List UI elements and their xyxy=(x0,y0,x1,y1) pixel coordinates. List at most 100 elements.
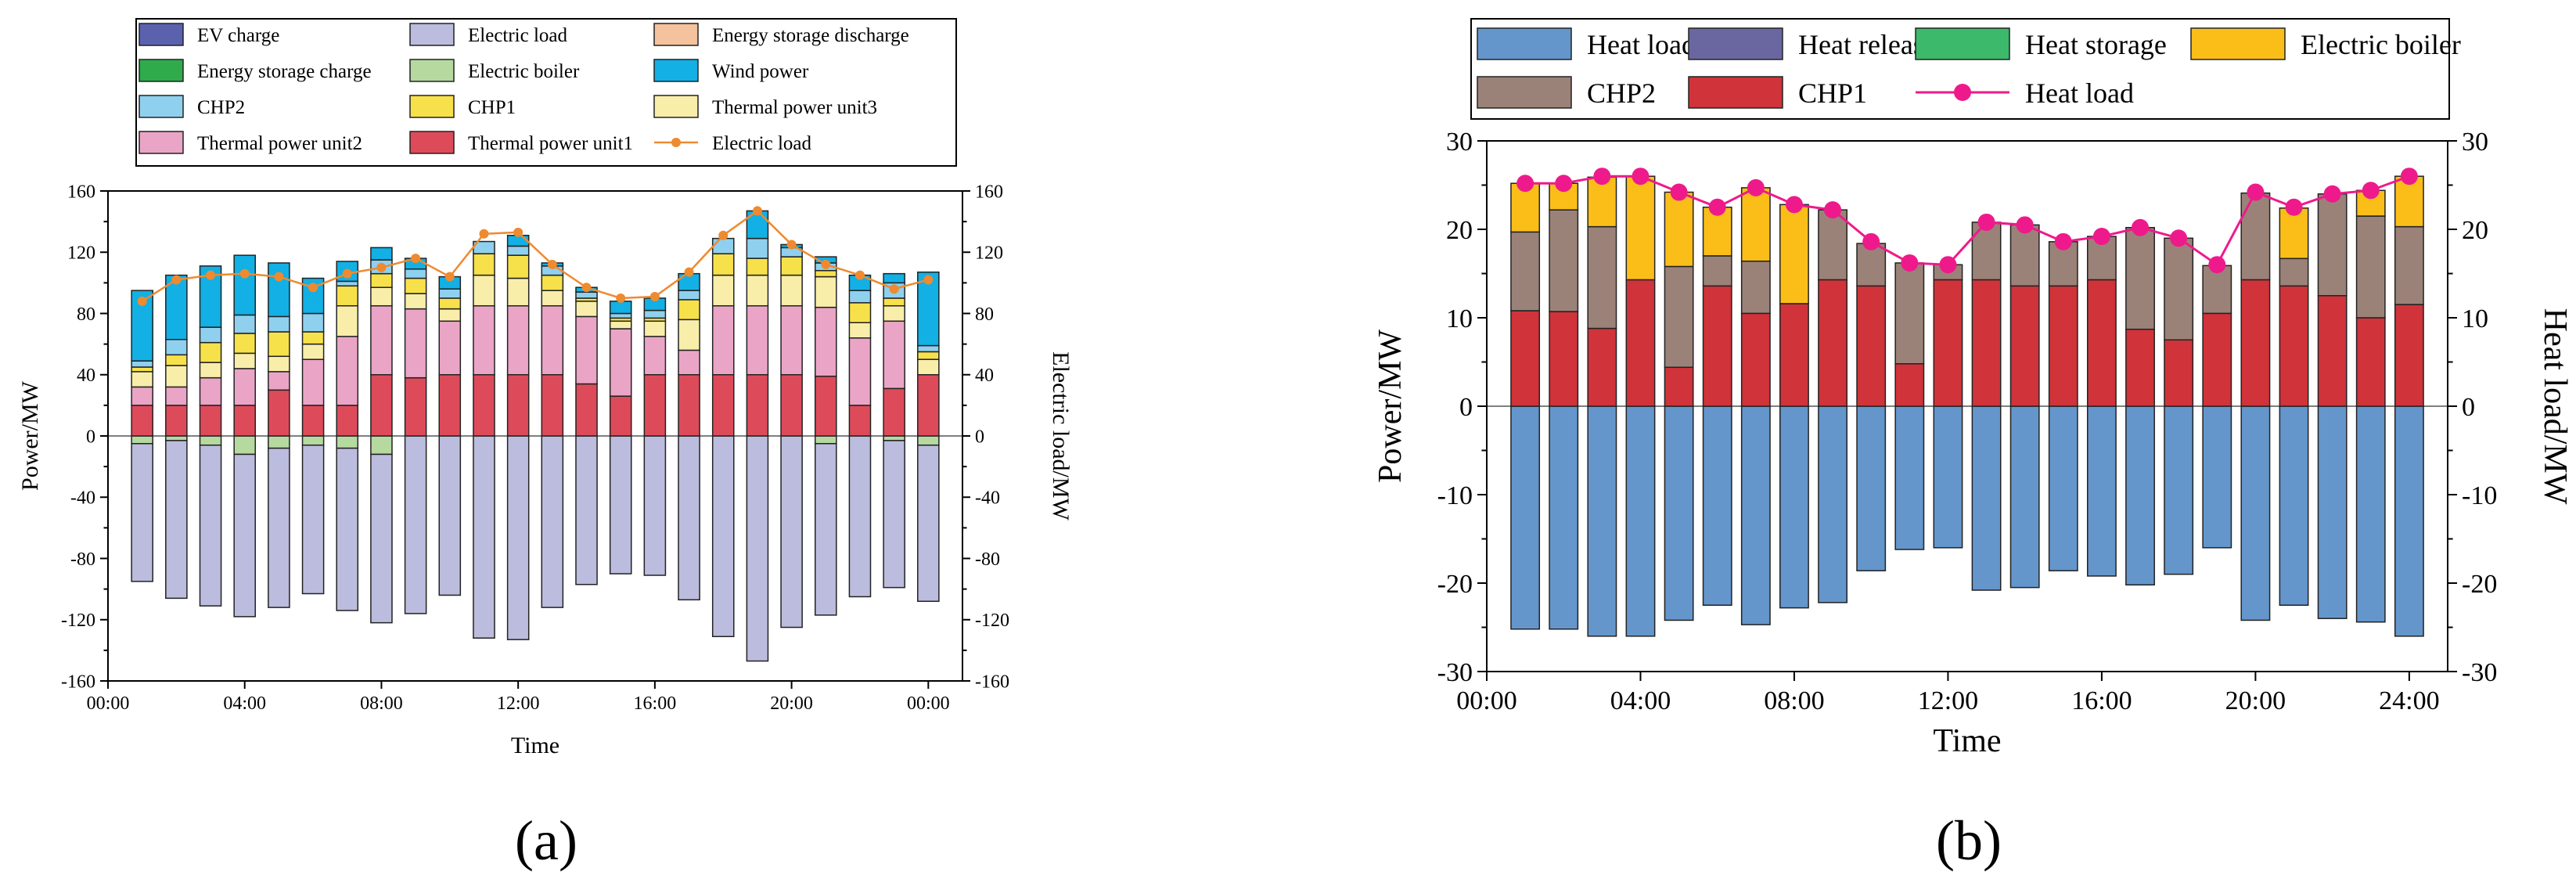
chart-b-line-point xyxy=(1632,167,1650,185)
chart-a-line-point xyxy=(411,254,421,264)
chart-b-bar-electric-boiler xyxy=(1779,203,1809,304)
chart-a-plot: 160 160 120 120 80 80 40 40 0 0 -40 -40 -80 -80 -120 -1… xyxy=(17,182,1074,758)
chart-b-bar-chp2 xyxy=(1894,262,1925,365)
chart-b-bar-heat-load xyxy=(1587,405,1617,637)
chart-a-bar-electric-boiler xyxy=(883,435,905,441)
chart-b-bar-chp1 xyxy=(1818,279,1848,407)
chart-a-bar-wind-power xyxy=(268,262,290,318)
chart-b-bar-chp1 xyxy=(2164,339,2194,407)
chart-a-line-point xyxy=(718,230,729,240)
chart-a-bar-thermal-power-unit3 xyxy=(233,352,257,369)
chart-a-legend-entries: EV charge Electric load Energy storage dis… xyxy=(139,23,909,154)
chart-a-bar-thermal-power-unit1 xyxy=(370,374,393,437)
chart-a-legend-swatch-electric-load xyxy=(409,23,455,46)
chart-a-bar-thermal-power-unit2 xyxy=(473,304,495,376)
chart-a-line-point xyxy=(308,283,318,293)
chart-a-bar-thermal-power-unit1 xyxy=(473,374,495,437)
chart-a-bar-thermal-power-unit2 xyxy=(301,358,325,406)
chart-a-line-point xyxy=(239,268,250,279)
chart-b-bar-electric-boiler xyxy=(1587,176,1617,228)
chart-b-legend-swatch-electric-boiler xyxy=(2190,27,2286,60)
chart-b-bar-heat-load xyxy=(2317,405,2348,619)
chart-b-bar-chp2 xyxy=(1664,265,1694,369)
chart-a-y2tick-label: 40 xyxy=(975,366,994,386)
chart-b-y2tick-label: 20 xyxy=(2462,216,2488,245)
chart-b-xlabel: Time xyxy=(1933,723,2001,759)
chart-a-bar-electric-boiler xyxy=(370,435,393,456)
chart-a-line-point xyxy=(547,259,557,269)
chart-b-y2tick-label: 30 xyxy=(2462,128,2488,157)
chart-a-legend-swatch-thermal-power-unit3 xyxy=(653,95,699,118)
chart-a-y2tick-label: -120 xyxy=(975,610,1009,631)
chart-a-bar-wind-power xyxy=(883,272,905,284)
chart-b-bar-chp1 xyxy=(2394,304,2424,407)
chart-b-bar-heat-load xyxy=(1933,405,1963,549)
chart-a-bar-electric-load xyxy=(233,453,257,618)
chart-a-ytick-label: -120 xyxy=(61,610,95,631)
chart-a-bar-thermal-power-unit2 xyxy=(711,304,735,376)
chart-b-ytick-label: 10 xyxy=(1446,304,1473,333)
chart-b-bar-chp2 xyxy=(1740,260,1771,315)
chart-b-ytick-label: 20 xyxy=(1446,216,1473,245)
chart-a-bar-electric-load xyxy=(301,444,325,595)
chart-b-ytick-label: -20 xyxy=(1437,570,1473,599)
chart-b-bar-electric-boiler xyxy=(1625,175,1656,281)
chart-a-bar-wind-power xyxy=(370,247,393,261)
chart-a-bar-thermal-power-unit2 xyxy=(268,371,290,391)
chart-a-panel-label: (a) xyxy=(515,809,577,872)
chart-b-bar-heat-load xyxy=(1971,405,2002,591)
chart-a-legend-label-thermal-power-unit2: Thermal power unit2 xyxy=(197,133,362,154)
chart-a-bar-thermal-power-unit2 xyxy=(678,349,700,376)
chart-b-bar-heat-load xyxy=(1510,405,1541,630)
chart-a-bar-chp1 xyxy=(506,254,530,279)
chart-a-ytick-label: 160 xyxy=(67,182,95,202)
chart-a-bar-thermal-power-unit3 xyxy=(917,358,940,376)
chart-a-legend-line-marker xyxy=(671,138,681,147)
chart-a-legend-swatch-energy-storage-discharge xyxy=(653,23,699,46)
chart-b-line-point xyxy=(1593,167,1611,185)
chart-b-bar-chp2 xyxy=(2125,226,2155,330)
chart-a-line-point xyxy=(479,229,489,239)
chart-a-bar-electric-load xyxy=(404,435,427,614)
chart-b-bar-chp2 xyxy=(1587,225,1617,330)
chart-a-legend-label-thermal-power-unit3: Thermal power unit3 xyxy=(712,97,877,118)
chart-b-bar-chp1 xyxy=(1971,279,2002,407)
chart-b-line-point xyxy=(1901,254,1919,272)
chart-b-bar-heat-load xyxy=(1664,405,1694,621)
chart-b-bar-heat-load xyxy=(2202,405,2232,549)
chart-a-legend-swatch-chp2 xyxy=(139,95,184,118)
chart-b-line-point xyxy=(2170,229,2188,247)
chart-b-bar-heat-load xyxy=(2164,405,2194,575)
chart-b-bar-heat-load xyxy=(1740,405,1771,625)
chart-b-bar-heat-load xyxy=(2086,405,2117,577)
chart-a-bar-thermal-power-unit1 xyxy=(438,374,462,437)
chart-b-legend-line-marker xyxy=(1954,84,1971,101)
chart-a-legend-swatch-thermal-power-unit1 xyxy=(409,131,455,154)
chart-b-bar-chp2 xyxy=(2202,265,2232,315)
chart-b-bar-heat-load xyxy=(2048,405,2078,571)
chart-a-xtick-label: 00:00 xyxy=(907,693,950,714)
chart-b-y2tick-label: -10 xyxy=(2462,481,2497,510)
chart-a: EV charge Electric load Energy storage dis… xyxy=(17,18,1074,872)
chart-a-bar-chp2 xyxy=(199,326,222,344)
chart-a-bar-electric-load xyxy=(917,444,940,603)
chart-a-bar-thermal-power-unit2 xyxy=(131,386,153,406)
chart-a-bar-thermal-power-unit3 xyxy=(711,274,735,307)
chart-b-bar-chp1 xyxy=(1664,366,1694,407)
chart-a-bar-thermal-power-unit3 xyxy=(609,320,632,330)
chart-b-line-point xyxy=(1747,178,1765,196)
chart-b-line-point xyxy=(1862,232,1880,250)
chart-b-bar-heat-load xyxy=(1549,405,1579,630)
chart-b-bar-chp2 xyxy=(2355,215,2386,319)
chart-b-bar-chp2 xyxy=(1971,222,2002,281)
chart-b-bar-chp1 xyxy=(1740,312,1771,407)
chart-b-bar-heat-load xyxy=(1856,405,1887,571)
chart-b-legend-swatch-heat-release xyxy=(1688,27,1783,60)
chart-a-bar-chp1 xyxy=(233,333,257,355)
chart-b-line-point xyxy=(2247,183,2265,201)
chart-a-y2tick-label: 0 xyxy=(975,427,984,447)
chart-b-bar-chp1 xyxy=(1510,310,1541,407)
chart-b-line-point xyxy=(1670,183,1688,201)
chart-b-xtick-label: 12:00 xyxy=(1918,686,1978,715)
chart-a-bar-thermal-power-unit2 xyxy=(609,328,632,397)
